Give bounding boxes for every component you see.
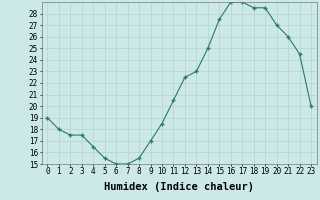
X-axis label: Humidex (Indice chaleur): Humidex (Indice chaleur) [104, 182, 254, 192]
